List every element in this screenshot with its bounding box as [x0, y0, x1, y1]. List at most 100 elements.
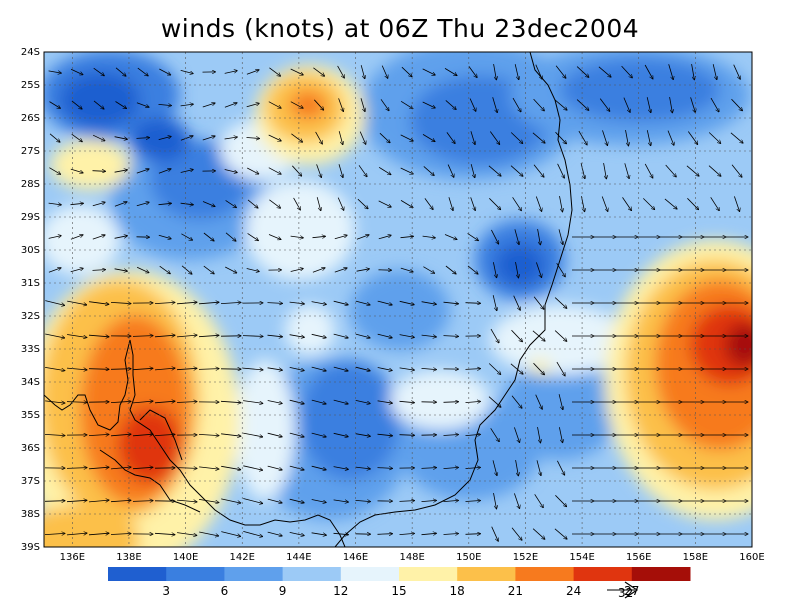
- wind-arrow: [224, 137, 238, 139]
- wind-arrow: [489, 131, 499, 145]
- wind-arrow: [421, 301, 437, 305]
- wind-arrow: [268, 234, 281, 240]
- wind-arrow: [243, 400, 263, 404]
- wind-arrow: [510, 363, 523, 374]
- wind-arrow: [314, 99, 323, 110]
- wind-arrow: [355, 366, 371, 371]
- wind-arrow: [355, 500, 371, 501]
- longitude-tick-labels: 136E 138E 140E 142E 144E 146E 148E 150E 152E 154E…: [60, 552, 765, 563]
- wind-arrow: [665, 164, 677, 177]
- wind-arrow: [316, 197, 321, 211]
- wind-arrow: [110, 434, 131, 436]
- wind-arrow: [669, 97, 673, 113]
- wind-arrow: [70, 203, 84, 204]
- wind-arrow: [511, 527, 522, 541]
- wind-arrow: [291, 133, 302, 142]
- wind-arrow: [154, 335, 175, 337]
- wind-arrow: [448, 197, 453, 210]
- wind-arrow: [137, 67, 148, 76]
- wind-arrow: [445, 265, 456, 274]
- wind-arrow: [268, 134, 282, 141]
- lon-tick-label: 146E: [343, 552, 368, 563]
- wind-arrow: [625, 130, 629, 146]
- wind-arrow: [491, 526, 499, 542]
- wind-arrow: [377, 534, 393, 535]
- wind-arrow: [311, 465, 327, 470]
- wind-arrow: [465, 401, 481, 402]
- wind-arrow: [66, 500, 87, 501]
- wind-arrow: [269, 67, 280, 76]
- wind-arrow: [337, 197, 344, 211]
- wind-arrow: [730, 132, 743, 143]
- wind-arrow: [400, 134, 414, 141]
- wind-arrow: [555, 131, 567, 144]
- wind-vectors: [44, 64, 748, 542]
- wind-arrow: [511, 395, 522, 409]
- wind-arrow: [533, 164, 544, 177]
- wind-arrow: [422, 236, 436, 238]
- wind-arrow: [333, 333, 349, 338]
- wind-arrow: [159, 68, 170, 75]
- wind-arrow: [48, 70, 62, 73]
- lon-tick-label: 142E: [230, 552, 255, 563]
- wind-arrow: [465, 501, 481, 502]
- wind-arrow: [221, 498, 241, 503]
- lat-tick-label: 30S: [21, 245, 40, 256]
- wind-arrow: [355, 333, 370, 338]
- wind-arrow: [247, 233, 259, 240]
- wind-arrow: [644, 64, 653, 79]
- lat-tick-label: 36S: [21, 443, 40, 454]
- wind-arrow: [536, 262, 541, 277]
- wind-arrow: [290, 269, 304, 272]
- wind-arrow: [203, 232, 214, 241]
- wind-arrow: [510, 132, 523, 144]
- wind-arrow: [224, 103, 237, 108]
- wind-arrow: [88, 533, 109, 535]
- wind-arrow: [602, 130, 608, 145]
- wind-arrow: [158, 136, 172, 140]
- wind-arrow: [225, 232, 236, 241]
- wind-arrow: [45, 333, 65, 338]
- wind-arrow: [491, 229, 498, 244]
- wind-arrow: [470, 131, 475, 144]
- wind-arrow: [514, 64, 519, 80]
- wind-arrow: [667, 130, 674, 146]
- wind-arrow: [289, 465, 304, 470]
- wind-arrow: [355, 433, 371, 437]
- wind-arrow: [558, 394, 563, 410]
- wind-arrow: [176, 302, 197, 304]
- wind-arrow: [289, 432, 304, 437]
- wind-arrow: [378, 166, 391, 174]
- wind-arrow: [311, 366, 327, 371]
- wind-speed-field: [44, 52, 752, 547]
- colorbar-swatch: [457, 567, 516, 581]
- wind-arrow: [554, 297, 567, 309]
- colorbar-label: 18: [450, 584, 465, 598]
- wind-arrow: [180, 203, 194, 205]
- wind-arrow: [443, 302, 459, 304]
- wind-arrow: [360, 65, 365, 79]
- wind-arrow: [267, 531, 283, 536]
- wind-arrow: [110, 500, 131, 501]
- wind-arrow: [624, 163, 629, 178]
- wind-arrow: [533, 296, 544, 310]
- wind-arrow: [181, 265, 192, 274]
- wind-arrow: [469, 98, 476, 112]
- wind-arrow: [598, 66, 611, 77]
- wind-arrow: [400, 200, 413, 207]
- wind-arrow: [489, 198, 500, 209]
- wind-arrow: [557, 163, 565, 178]
- wind-arrow: [421, 335, 437, 337]
- wind-arrow: [48, 203, 62, 205]
- wind-arrow: [511, 329, 523, 342]
- wind-arrow: [443, 467, 459, 468]
- wind-arrow: [355, 467, 371, 469]
- wind-arrow: [49, 167, 60, 175]
- wind-arrow: [316, 164, 322, 177]
- wind-arrow: [646, 97, 651, 113]
- wind-arrow: [492, 460, 497, 475]
- wind-arrow: [71, 133, 83, 142]
- wind-arrow: [176, 368, 197, 369]
- wind-arrow: [465, 467, 481, 468]
- colorbar-label: 21: [508, 584, 523, 598]
